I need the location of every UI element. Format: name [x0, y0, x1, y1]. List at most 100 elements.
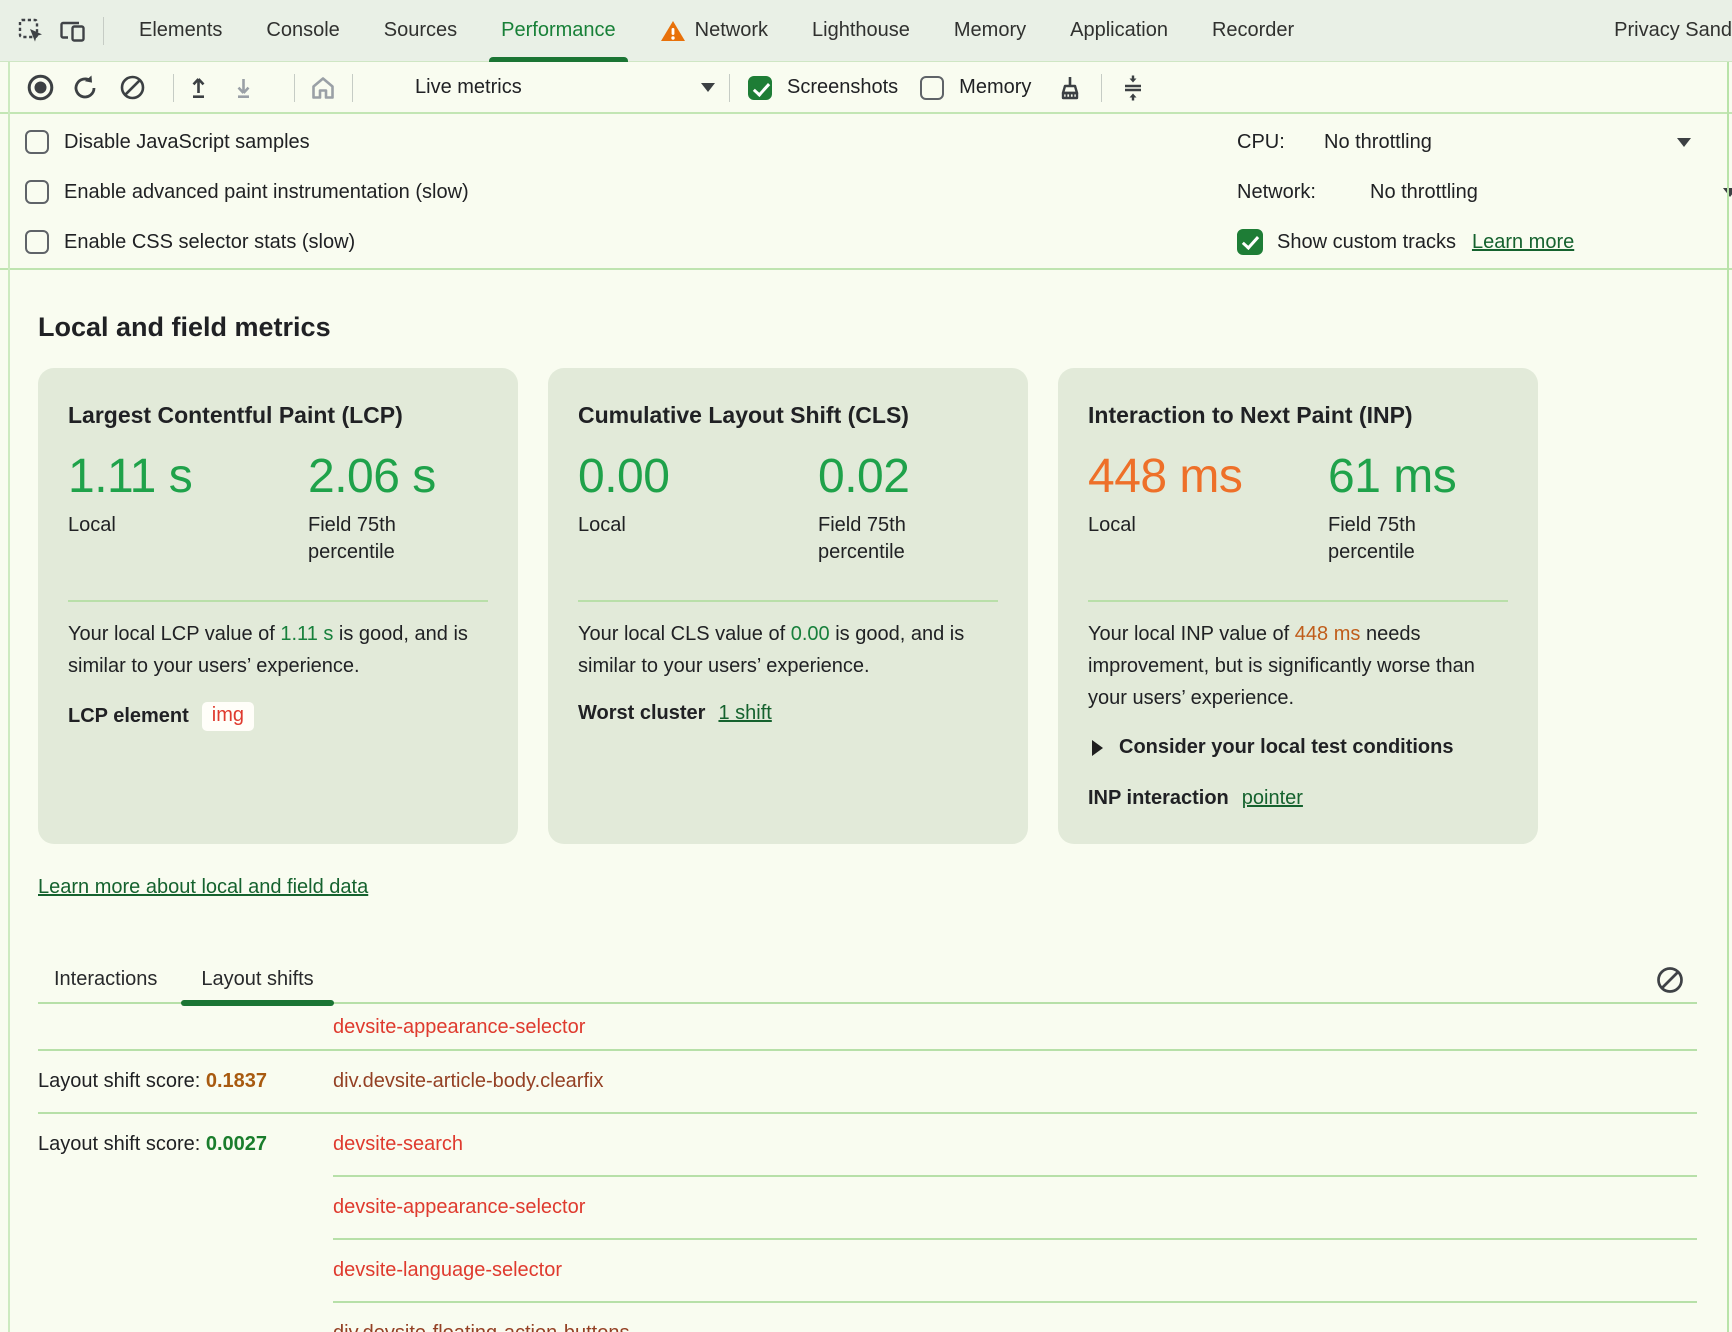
learn-more-field-data-link[interactable]: Learn more about local and field data: [38, 876, 369, 898]
advanced-paint-row[interactable]: Enable advanced paint instrumentation (s…: [25, 167, 469, 217]
reload-record-button[interactable]: [71, 74, 99, 102]
lcp-local-value: 1.11 s: [68, 450, 193, 503]
logs-tabbar: Interactions Layout shifts: [38, 955, 1697, 1006]
gc-collect-icon[interactable]: [1055, 73, 1085, 103]
table-row: Layout shift score: 0.1837 div.devsite-a…: [0, 1051, 1732, 1112]
memory-label: Memory: [959, 76, 1032, 98]
screenshots-checkbox[interactable]: [748, 75, 772, 100]
memory-checkbox-row[interactable]: Memory: [920, 75, 1032, 100]
element-node-link[interactable]: devsite-language-selector: [333, 1259, 563, 1281]
tab-elements[interactable]: Elements: [139, 19, 223, 41]
screenshots-checkbox-row[interactable]: Screenshots: [748, 75, 898, 100]
table-row: div.devsite-floating-action-buttons: [0, 1303, 1732, 1332]
panel-right-border: [1727, 62, 1729, 1332]
network-throttling-value: No throttling: [1370, 180, 1478, 203]
lcp-field-label: Field 75th percentile: [308, 514, 396, 563]
inp-inline-value: 448 ms: [1294, 623, 1361, 645]
layout-shifts-table: devsite-appearance-selector Layout shift…: [0, 1006, 1732, 1332]
devtools-tabbar: Elements Console Sources Performance Net…: [0, 0, 1732, 62]
lcp-field-value: 2.06 s: [308, 450, 436, 503]
panel-left-border: [8, 62, 10, 1332]
divider: [1101, 73, 1103, 102]
capture-settings-right: CPU: No throttling Network: No throttlin…: [1237, 117, 1732, 267]
device-toolbar-icon[interactable]: [56, 14, 90, 48]
table-row: devsite-language-selector: [0, 1240, 1732, 1301]
inp-card: Interaction to Next Paint (INP) 448 ms L…: [1058, 368, 1538, 844]
cls-worst-cluster-link[interactable]: 1 shift: [718, 702, 772, 724]
local-test-conditions-disclosure[interactable]: Consider your local test conditions: [1088, 736, 1508, 759]
tab-interactions[interactable]: Interactions: [54, 967, 158, 990]
advanced-paint-label: Enable advanced paint instrumentation (s…: [64, 180, 469, 203]
tab-lighthouse[interactable]: Lighthouse: [812, 19, 910, 41]
memory-checkbox[interactable]: [920, 75, 945, 100]
row-separator: [333, 1301, 1697, 1303]
history-dropdown[interactable]: Live metrics: [415, 76, 715, 99]
lcp-card: Largest Contentful Paint (LCP) 1.11 s Lo…: [38, 368, 518, 844]
triangle-right-icon: [1092, 739, 1103, 756]
chevron-down-icon: [701, 83, 715, 92]
tab-application[interactable]: Application: [1070, 19, 1168, 41]
advanced-paint-checkbox[interactable]: [25, 180, 49, 204]
disable-js-samples-row[interactable]: Disable JavaScript samples: [25, 117, 469, 167]
performance-toolbar: Live metrics Screenshots Memory: [0, 63, 1732, 114]
tab-layout-shifts[interactable]: Layout shifts: [181, 955, 335, 1006]
tab-memory[interactable]: Memory: [953, 19, 1027, 41]
tab-privacy-sandbox[interactable]: Privacy Sand: [1614, 19, 1732, 41]
custom-tracks-learn-more-link[interactable]: Learn more: [1471, 230, 1575, 253]
chevron-down-icon: [1677, 137, 1691, 147]
inp-description: Your local INP value of 448 ms needs imp…: [1088, 623, 1475, 709]
tab-network[interactable]: Network: [638, 0, 790, 62]
network-label: Network:: [1237, 180, 1316, 203]
inp-interaction-link[interactable]: pointer: [1241, 787, 1303, 809]
shift-score-value: 0.0027: [205, 1133, 268, 1155]
inp-local-label: Local: [1088, 514, 1136, 536]
local-test-conditions-label: Consider your local test conditions: [1119, 736, 1454, 758]
live-metrics-view: Local and field metrics Largest Contentf…: [0, 270, 1732, 1332]
tab-console[interactable]: Console: [266, 19, 340, 41]
divider: [173, 73, 174, 102]
divider: [578, 600, 998, 602]
tab-performance[interactable]: Performance: [479, 0, 638, 62]
download-profile-icon[interactable]: [230, 74, 257, 101]
cls-field-label: Field 75th percentile: [818, 514, 906, 563]
inp-interaction-label: INP interaction: [1088, 787, 1229, 809]
disable-js-samples-checkbox[interactable]: [25, 130, 49, 154]
custom-tracks-row: Show custom tracks Learn more: [1237, 217, 1732, 267]
tab-recorder[interactable]: Recorder: [1211, 19, 1295, 41]
lcp-element-label: LCP element: [68, 705, 189, 727]
home-icon[interactable]: [308, 73, 338, 103]
row-separator: [38, 1112, 1697, 1114]
element-node-link[interactable]: devsite-search: [333, 1133, 464, 1155]
element-node-link[interactable]: devsite-appearance-selector: [333, 1196, 586, 1218]
cls-local-value: 0.00: [578, 450, 670, 503]
element-node-link[interactable]: div.devsite-floating-action-buttons: [333, 1322, 629, 1332]
element-node-link[interactable]: devsite-appearance-selector: [333, 1016, 586, 1038]
inp-field-value: 61 ms: [1328, 450, 1457, 503]
divider: [1088, 600, 1508, 602]
clear-log-button[interactable]: [1655, 965, 1685, 995]
inspect-element-icon[interactable]: [14, 14, 48, 48]
row-separator: [38, 1049, 1697, 1051]
css-selector-stats-row[interactable]: Enable CSS selector stats (slow): [25, 217, 469, 267]
lcp-inline-value: 1.11 s: [280, 623, 334, 645]
cpu-throttling-row[interactable]: CPU: No throttling: [1237, 117, 1732, 167]
shift-score-value: 0.1837: [205, 1070, 268, 1092]
collapse-sections-icon[interactable]: [1118, 73, 1148, 103]
custom-tracks-checkbox[interactable]: [1237, 229, 1263, 255]
divider: [68, 600, 488, 602]
disable-js-samples-label: Disable JavaScript samples: [64, 130, 310, 153]
table-row: devsite-appearance-selector: [0, 1006, 1732, 1049]
inp-field-label: Field 75th percentile: [1328, 514, 1416, 563]
css-selector-stats-checkbox[interactable]: [25, 230, 49, 254]
divider: [294, 73, 295, 102]
cls-local-label: Local: [578, 514, 626, 536]
lcp-element-node-link[interactable]: img: [201, 702, 255, 731]
upload-profile-icon[interactable]: [185, 74, 212, 101]
clear-icon[interactable]: [119, 74, 146, 101]
record-button[interactable]: [26, 73, 55, 102]
element-node-link[interactable]: div.devsite-article-body.clearfix: [333, 1070, 604, 1092]
tab-sources[interactable]: Sources: [383, 19, 458, 41]
page-title: Local and field metrics: [38, 312, 331, 342]
network-throttling-row[interactable]: Network: No throttling: [1237, 167, 1732, 217]
divider: [103, 16, 104, 45]
